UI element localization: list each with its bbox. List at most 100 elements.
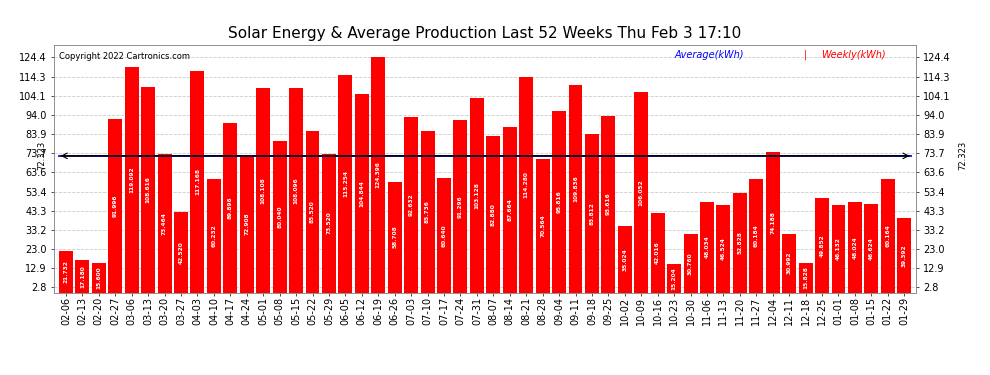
Text: 119.092: 119.092 [130, 166, 135, 193]
Text: 15.828: 15.828 [803, 266, 808, 289]
Bar [142, 87, 155, 292]
Text: 39.392: 39.392 [902, 244, 907, 267]
Text: 42.016: 42.016 [655, 242, 660, 264]
Text: 72.908: 72.908 [245, 212, 249, 235]
Text: 15.204: 15.204 [671, 267, 676, 290]
Bar [717, 205, 731, 292]
Bar [92, 263, 106, 292]
Bar [601, 116, 616, 292]
Bar [190, 71, 205, 292]
Text: 93.616: 93.616 [606, 193, 611, 216]
Text: 108.096: 108.096 [294, 177, 299, 204]
Bar [733, 193, 746, 292]
Text: 46.524: 46.524 [721, 237, 726, 260]
Bar [240, 155, 253, 292]
Text: 108.108: 108.108 [260, 177, 265, 204]
Text: 35.024: 35.024 [623, 248, 628, 271]
Bar [256, 88, 270, 292]
Text: 46.624: 46.624 [869, 237, 874, 260]
Bar [650, 213, 664, 292]
Text: 46.132: 46.132 [836, 237, 841, 260]
Bar [306, 131, 320, 292]
Text: 91.996: 91.996 [113, 194, 118, 217]
Text: 60.164: 60.164 [885, 224, 890, 247]
Text: 87.664: 87.664 [507, 198, 512, 221]
Text: 82.880: 82.880 [491, 203, 496, 226]
Bar [585, 134, 599, 292]
Bar [486, 136, 500, 292]
Bar [404, 117, 418, 292]
Bar [289, 88, 303, 292]
Bar [75, 260, 89, 292]
Text: 103.128: 103.128 [474, 182, 479, 209]
Bar [157, 154, 171, 292]
Text: 48.034: 48.034 [705, 236, 710, 258]
Bar [765, 152, 780, 292]
Bar [125, 68, 139, 292]
Bar [224, 123, 238, 292]
Bar [470, 98, 484, 292]
Text: 104.844: 104.844 [359, 180, 364, 207]
Bar [881, 179, 895, 292]
Text: 83.812: 83.812 [589, 202, 594, 225]
Text: 30.992: 30.992 [787, 252, 792, 274]
Text: Weekly(kWh): Weekly(kWh) [821, 50, 886, 60]
Bar [683, 234, 698, 292]
Text: 95.816: 95.816 [556, 190, 561, 213]
Bar [503, 127, 517, 292]
Bar [59, 252, 73, 292]
Text: 73.464: 73.464 [162, 211, 167, 234]
Text: Average(kWh): Average(kWh) [674, 50, 744, 60]
Text: 124.396: 124.396 [376, 162, 381, 188]
Text: 73.520: 73.520 [327, 211, 332, 234]
Bar [388, 182, 402, 292]
Text: 85.736: 85.736 [425, 200, 430, 223]
Bar [749, 179, 763, 292]
Bar [371, 57, 385, 292]
Text: 60.184: 60.184 [753, 224, 758, 247]
Text: |: | [804, 50, 807, 60]
Text: 15.600: 15.600 [96, 267, 101, 289]
Text: 106.052: 106.052 [639, 179, 644, 206]
Text: 21.732: 21.732 [63, 261, 68, 284]
Text: 92.632: 92.632 [409, 194, 414, 216]
Bar [421, 130, 435, 292]
Text: 91.296: 91.296 [458, 195, 463, 217]
Text: 42.520: 42.520 [178, 241, 183, 264]
Bar [815, 198, 829, 292]
Text: 30.760: 30.760 [688, 252, 693, 275]
Text: 85.520: 85.520 [310, 200, 315, 223]
Text: 72.323: 72.323 [37, 141, 46, 171]
Text: 60.640: 60.640 [442, 224, 446, 246]
Bar [667, 264, 681, 292]
Text: 109.836: 109.836 [573, 176, 578, 202]
Bar [552, 111, 566, 292]
Bar [354, 94, 369, 292]
Text: 52.828: 52.828 [738, 231, 742, 254]
Text: 58.708: 58.708 [392, 226, 397, 248]
Bar [108, 119, 122, 292]
Bar [322, 154, 336, 292]
Text: 115.254: 115.254 [343, 170, 347, 197]
Bar [635, 92, 648, 292]
Text: 17.180: 17.180 [80, 265, 85, 288]
Text: 49.852: 49.852 [820, 234, 825, 257]
Text: 108.616: 108.616 [146, 177, 150, 203]
Text: 89.896: 89.896 [228, 196, 233, 219]
Text: 70.564: 70.564 [541, 214, 545, 237]
Text: 80.040: 80.040 [277, 206, 282, 228]
Text: 74.188: 74.188 [770, 211, 775, 234]
Text: 60.232: 60.232 [212, 224, 217, 247]
Bar [174, 212, 188, 292]
Text: 48.024: 48.024 [852, 236, 857, 258]
Bar [339, 75, 352, 292]
Bar [897, 218, 911, 292]
Text: Copyright 2022 Cartronics.com: Copyright 2022 Cartronics.com [58, 53, 190, 62]
Bar [207, 179, 221, 292]
Title: Solar Energy & Average Production Last 52 Weeks Thu Feb 3 17:10: Solar Energy & Average Production Last 5… [229, 26, 742, 41]
Bar [568, 85, 582, 292]
Bar [453, 120, 467, 292]
Text: 72.323: 72.323 [958, 141, 967, 171]
Text: 117.168: 117.168 [195, 168, 200, 195]
Bar [864, 204, 878, 292]
